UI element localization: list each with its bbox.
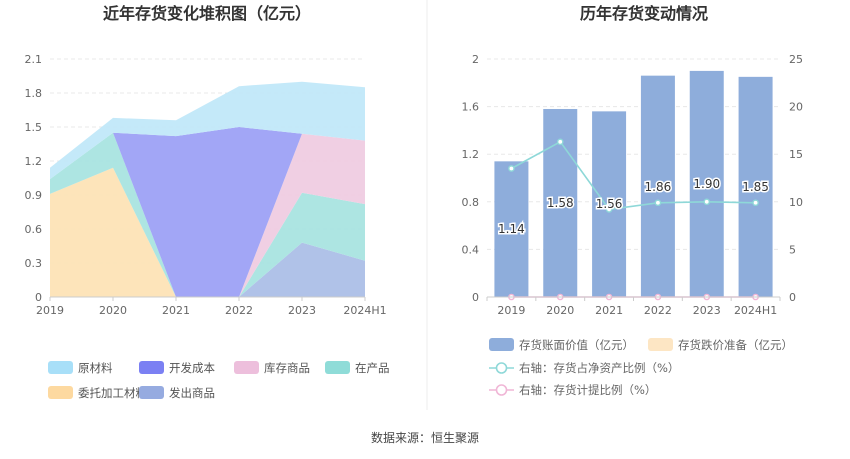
left-y-tick-label: 0.9 xyxy=(25,189,43,202)
bar-2024H1 xyxy=(738,76,773,297)
right-y-right-tick-label: 5 xyxy=(789,243,796,256)
area-原材料 xyxy=(50,81,365,180)
left-chart-areas xyxy=(50,81,365,297)
data-source-note: 数据来源：恒生聚源 xyxy=(371,430,479,445)
right-y-right-tick-label: 25 xyxy=(789,53,803,66)
left-y-tick-label: 0.6 xyxy=(25,223,43,236)
left-x-tick-label: 2020 xyxy=(99,304,127,317)
legend-label: 右轴：存货计提比例（%） xyxy=(519,383,656,397)
left-x-tick-label: 2021 xyxy=(162,304,190,317)
bar-2019 xyxy=(494,161,529,297)
legend-swatch xyxy=(139,386,164,399)
legend-label: 右轴：存货占净资产比例（%） xyxy=(519,361,679,375)
left-y-tick-label: 2.1 xyxy=(25,53,43,66)
line-point xyxy=(556,138,564,146)
legend-line-marker xyxy=(495,362,508,374)
legend-swatch xyxy=(325,361,350,374)
left-y-tick-label: 1.5 xyxy=(25,121,43,134)
right-chart-title: 历年存货变动情况 xyxy=(580,4,708,23)
right-y-right-tick-label: 0 xyxy=(789,291,796,304)
legend-label: 发出商品 xyxy=(169,386,215,400)
line-point xyxy=(508,165,515,172)
line-point xyxy=(752,199,759,207)
line-point xyxy=(654,199,662,207)
legend-label: 在产品 xyxy=(355,361,390,375)
left-x-tick-label: 2022 xyxy=(225,304,253,317)
bar-value-label: 1.56 xyxy=(596,197,623,211)
legend-swatch xyxy=(48,386,73,399)
line-point xyxy=(605,206,613,213)
right-y-right-tick-label: 20 xyxy=(789,101,803,114)
right-chart-lines: 1.14 1.58 1.56 1.86 1.90 1.85 xyxy=(497,138,770,301)
area-发出商品 xyxy=(50,242,365,297)
legend-swatch xyxy=(139,361,164,374)
right-y-left-tick-label: 0.8 xyxy=(462,196,480,209)
right-x-tick-label: 2021 xyxy=(595,304,623,317)
legend-line-marker xyxy=(495,384,508,396)
right-y-right-tick-label: 15 xyxy=(789,148,803,161)
legend-swatch xyxy=(489,338,514,351)
left-x-tick-label: 2019 xyxy=(36,304,64,317)
right-y-left-tick-label: 0 xyxy=(472,291,479,304)
bar-2021 xyxy=(592,111,627,297)
bar-value-label: 1.86 xyxy=(645,180,672,194)
area-在产品 xyxy=(50,132,365,297)
legend-label: 库存商品 xyxy=(264,361,310,375)
legend-label: 委托加工材料 xyxy=(78,386,147,400)
left-x-tick-label: 2023 xyxy=(288,304,316,317)
line-point xyxy=(703,198,711,206)
bar-value-label: 1.14 xyxy=(498,222,525,236)
left-y-tick-label: 1.8 xyxy=(25,87,43,100)
right-y-left-tick-label: 2 xyxy=(472,53,479,66)
right-chart-grid xyxy=(487,58,780,250)
right-x-tick-label: 2022 xyxy=(644,304,672,317)
right-x-tick-label: 2020 xyxy=(546,304,574,317)
legend-swatch xyxy=(48,361,73,374)
left-y-tick-label: 1.2 xyxy=(25,155,43,168)
area-开发成本 xyxy=(50,127,365,297)
bar-2023 xyxy=(689,70,724,298)
bar-2022 xyxy=(640,75,675,297)
left-chart-axes: 0 0.3 0.6 0.9 1.2 1.5 1.8 2.1 2019 2020 2021 2022 20… xyxy=(25,53,387,317)
left-y-tick-label: 0 xyxy=(35,291,42,304)
legend-label: 存货跌价准备（亿元） xyxy=(678,338,793,352)
right-chart-legend: 存货账面价值（亿元） 存货跌价准备（亿元） 右轴：存货占净资产比例（%） 右轴：存货计… xyxy=(489,338,793,397)
right-y-left-tick-label: 1.6 xyxy=(462,101,480,114)
legend-label: 原材料 xyxy=(78,361,113,375)
right-x-tick-label: 2024H1 xyxy=(734,304,777,317)
right-x-tick-label: 2023 xyxy=(693,304,721,317)
right-y-left-tick-label: 1.2 xyxy=(462,148,480,161)
right-y-left-tick-label: 0.4 xyxy=(462,243,480,256)
bar-value-label: 1.90 xyxy=(693,177,720,191)
legend-label: 开发成本 xyxy=(169,361,215,375)
right-chart-bars xyxy=(494,70,773,298)
bar-value-label: 1.85 xyxy=(742,180,769,194)
left-chart-title: 近年存货变化堆积图（亿元） xyxy=(103,4,311,23)
legend-swatch xyxy=(648,338,673,351)
right-x-tick-label: 2019 xyxy=(497,304,525,317)
left-x-tick-label: 2024H1 xyxy=(343,304,386,317)
left-y-tick-label: 0.3 xyxy=(25,257,43,270)
legend-label: 存货账面价值（亿元） xyxy=(519,338,634,352)
legend-swatch xyxy=(234,361,259,374)
bar-value-label: 1.58 xyxy=(547,196,574,210)
right-y-right-tick-label: 10 xyxy=(789,196,803,209)
line-series-0 xyxy=(511,140,756,211)
